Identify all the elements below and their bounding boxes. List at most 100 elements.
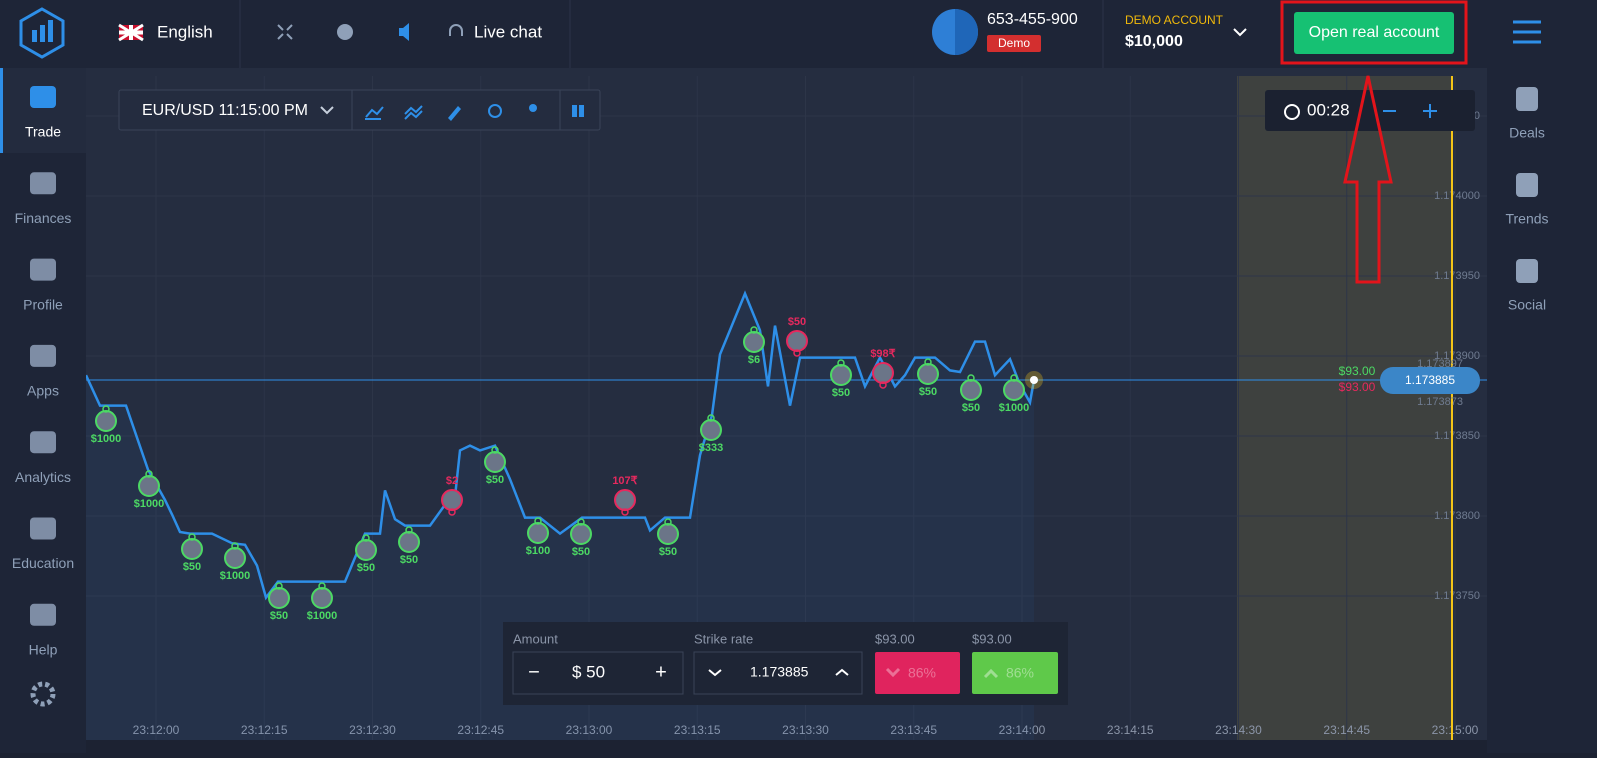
side-label[interactable]: Deals — [1509, 125, 1545, 141]
amount-plus[interactable]: + — [655, 661, 667, 683]
nav-icon[interactable] — [30, 258, 56, 281]
active-marker — [0, 68, 3, 153]
trader-avatar[interactable] — [527, 522, 549, 544]
payout-down: $93.00 — [1339, 380, 1376, 394]
language[interactable]: English — [157, 22, 213, 41]
help-icon[interactable] — [337, 24, 353, 40]
down-button[interactable] — [875, 652, 960, 694]
amount-minus[interactable]: − — [528, 661, 540, 683]
side-icon[interactable] — [1516, 87, 1538, 111]
trader-avatar[interactable] — [398, 531, 420, 553]
side-label[interactable]: Social — [1508, 297, 1546, 313]
strike-input[interactable] — [693, 651, 863, 695]
nav-icon[interactable] — [30, 517, 56, 540]
live-chat[interactable]: Live chat — [474, 22, 542, 41]
side-icon[interactable] — [1516, 259, 1538, 283]
trade-amount: $98₹ — [870, 348, 895, 360]
ask-label: 1.173897 — [1417, 358, 1463, 370]
layout-icon[interactable] — [572, 105, 577, 117]
asset-chevron[interactable] — [320, 106, 334, 115]
trader-avatar[interactable] — [917, 363, 939, 385]
trader-avatar[interactable] — [224, 547, 246, 569]
indicators-icon[interactable] — [404, 105, 423, 120]
sound-icon[interactable] — [399, 23, 409, 41]
trader-avatar[interactable] — [311, 587, 333, 609]
account-type[interactable]: DEMO ACCOUNT — [1125, 13, 1224, 27]
layout-icon[interactable] — [579, 105, 584, 117]
nav-label[interactable]: Help — [29, 642, 58, 658]
x-tick-label: 23:13:15 — [674, 723, 721, 737]
logo[interactable] — [19, 7, 65, 59]
chart-type-icon[interactable] — [365, 106, 384, 120]
social-icon[interactable] — [529, 104, 537, 112]
trader-avatar[interactable] — [872, 362, 894, 384]
nav-label[interactable]: Education — [12, 555, 74, 571]
open-account-text[interactable]: Open real account — [1309, 24, 1440, 41]
nav-label[interactable]: Finances — [15, 210, 72, 226]
trade-amount: $1000 — [91, 433, 122, 445]
balance[interactable]: $10,000 — [1125, 33, 1183, 50]
draw-icon[interactable] — [448, 106, 461, 121]
x-tick-label: 23:14:00 — [999, 723, 1046, 737]
trader-avatar[interactable] — [570, 523, 592, 545]
trader-avatar[interactable] — [1003, 379, 1025, 401]
trader-avatar[interactable] — [700, 419, 722, 441]
nav-icon[interactable] — [30, 344, 56, 367]
side-label[interactable]: Trends — [1505, 211, 1548, 227]
trade-point — [750, 326, 758, 334]
strike-label: Strike rate — [694, 631, 753, 646]
nav-label[interactable]: Analytics — [15, 469, 71, 485]
target-icon[interactable] — [488, 104, 502, 118]
strike-arrows[interactable] — [708, 668, 849, 677]
up-percent[interactable]: 86% — [1006, 665, 1034, 681]
trader-avatar[interactable] — [657, 523, 679, 545]
side-icon[interactable] — [1516, 173, 1538, 197]
trade-point — [102, 405, 110, 413]
bid-label: 1.173873 — [1417, 396, 1463, 408]
trader-avatar[interactable] — [960, 379, 982, 401]
trader-avatar[interactable] — [484, 451, 506, 473]
nav-label[interactable]: Profile — [23, 296, 63, 312]
nav-icon[interactable] — [30, 603, 56, 626]
amount-input[interactable] — [512, 651, 684, 695]
fullscreen-icon[interactable] — [277, 24, 293, 40]
trader-avatar[interactable] — [268, 587, 290, 609]
nav-label[interactable]: Apps — [27, 383, 59, 399]
flag-cross — [119, 25, 143, 40]
x-tick-label: 23:12:15 — [241, 723, 288, 737]
price-tag — [1380, 367, 1480, 394]
nav-icon[interactable] — [30, 172, 56, 195]
trade-amount: $50 — [486, 474, 504, 486]
account-chevron[interactable] — [1233, 28, 1247, 37]
settings-icon[interactable] — [30, 681, 56, 707]
nav-icon[interactable] — [30, 86, 56, 108]
trader-avatar[interactable] — [95, 410, 117, 432]
nav-icon[interactable] — [30, 431, 56, 454]
logo-bar — [40, 25, 45, 42]
trade-amount: $50 — [270, 610, 288, 622]
asset[interactable]: EUR/USD 11:15:00 PM — [142, 102, 308, 119]
trader-avatar[interactable] — [181, 538, 203, 560]
y-tick-label: 1.173900 — [1434, 350, 1480, 362]
down-percent[interactable]: 86% — [908, 665, 936, 681]
nav-label[interactable]: Trade — [25, 124, 61, 140]
trader-avatar[interactable] — [786, 330, 808, 352]
strike-value[interactable]: 1.173885 — [750, 664, 809, 680]
y-tick-label: 1.173750 — [1434, 590, 1480, 602]
amount-value[interactable]: $ 50 — [572, 662, 605, 681]
trader-avatar[interactable] — [830, 364, 852, 386]
up-button[interactable] — [972, 652, 1058, 694]
menu-icon[interactable] — [1513, 20, 1541, 44]
trade-point — [707, 414, 715, 422]
trader-avatar[interactable] — [614, 489, 636, 511]
timer-controls[interactable] — [1383, 104, 1437, 118]
open-account-button[interactable] — [1294, 12, 1454, 54]
trader-avatar[interactable] — [355, 539, 377, 561]
trader-avatar[interactable] — [138, 475, 160, 497]
x-tick-label: 23:12:00 — [133, 723, 180, 737]
x-tick-label: 23:14:45 — [1323, 723, 1370, 737]
trader-avatar[interactable] — [743, 331, 765, 353]
chat-icon[interactable] — [449, 24, 463, 36]
x-tick-label: 23:12:30 — [349, 723, 396, 737]
trader-avatar[interactable] — [441, 489, 463, 511]
